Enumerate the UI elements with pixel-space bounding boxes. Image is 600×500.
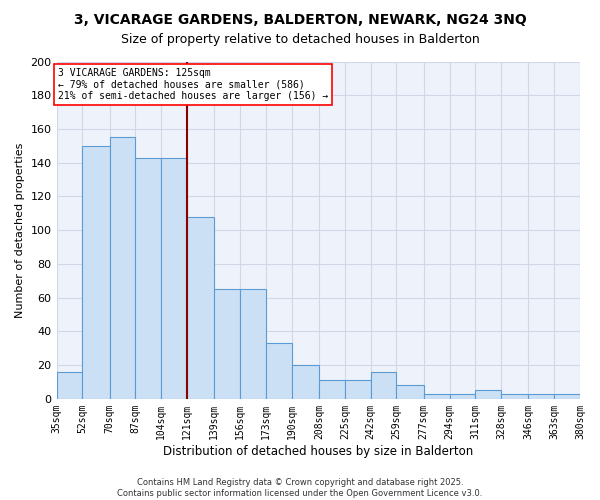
Bar <box>82 146 110 399</box>
Bar <box>240 289 266 399</box>
Bar <box>214 289 240 399</box>
Text: 3, VICARAGE GARDENS, BALDERTON, NEWARK, NG24 3NQ: 3, VICARAGE GARDENS, BALDERTON, NEWARK, … <box>74 12 526 26</box>
Bar <box>110 138 136 399</box>
Text: Size of property relative to detached houses in Balderton: Size of property relative to detached ho… <box>121 32 479 46</box>
Bar <box>319 380 345 399</box>
Bar <box>161 158 187 399</box>
Bar <box>136 158 161 399</box>
Bar <box>449 394 475 399</box>
Bar <box>345 380 371 399</box>
Bar <box>501 394 529 399</box>
Bar <box>56 372 82 399</box>
Bar <box>529 394 554 399</box>
Bar <box>554 394 580 399</box>
Bar <box>187 216 214 399</box>
Text: Contains HM Land Registry data © Crown copyright and database right 2025.
Contai: Contains HM Land Registry data © Crown c… <box>118 478 482 498</box>
Text: 3 VICARAGE GARDENS: 125sqm
← 79% of detached houses are smaller (586)
21% of sem: 3 VICARAGE GARDENS: 125sqm ← 79% of deta… <box>58 68 328 102</box>
Y-axis label: Number of detached properties: Number of detached properties <box>15 142 25 318</box>
X-axis label: Distribution of detached houses by size in Balderton: Distribution of detached houses by size … <box>163 444 473 458</box>
Bar <box>475 390 501 399</box>
Bar <box>397 386 424 399</box>
Bar <box>266 343 292 399</box>
Bar <box>371 372 397 399</box>
Bar <box>292 365 319 399</box>
Bar <box>424 394 449 399</box>
